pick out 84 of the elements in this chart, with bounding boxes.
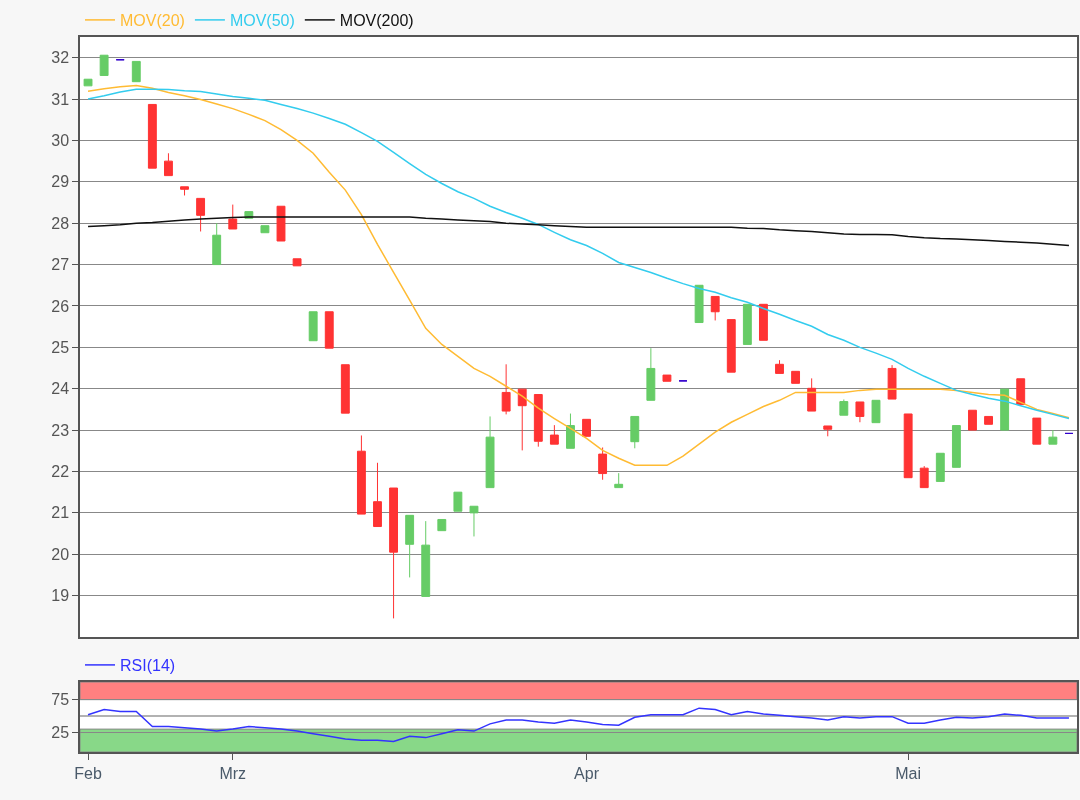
candlestick: [614, 472, 624, 489]
y-tick-label: 30: [51, 132, 70, 150]
candlestick: [887, 364, 897, 400]
candlestick: [356, 434, 366, 515]
candlestick: [324, 311, 334, 349]
candlestick: [968, 409, 977, 431]
candlestick: [1032, 417, 1042, 445]
candlestick: [373, 462, 382, 528]
y-tick-label: 75: [51, 691, 70, 709]
line-series: [87, 216, 1070, 247]
y-tick-label: 32: [51, 49, 70, 67]
candlestick: [196, 197, 206, 232]
y-tick-label: 24: [51, 380, 70, 398]
candlestick: [131, 60, 141, 83]
candlestick: [83, 78, 93, 87]
y-tick-label: 29: [51, 173, 70, 191]
candlestick: [501, 363, 511, 415]
candlestick: [180, 186, 189, 196]
candlestick: [549, 424, 559, 445]
x-tick-label: Mai: [895, 764, 922, 782]
candlestick: [630, 415, 640, 449]
legend-label: MOV(200): [339, 12, 414, 30]
candlestick: [437, 518, 447, 532]
candlestick: [1048, 429, 1058, 445]
legend-label: MOV(20): [120, 12, 185, 30]
candlestick: [1016, 378, 1026, 405]
y-tick-label: 19: [51, 587, 70, 605]
candlestick: [147, 103, 157, 169]
legend-label: RSI(14): [120, 657, 176, 675]
candlestick: [533, 394, 543, 448]
candlestick: [807, 377, 817, 412]
candlestick: [212, 222, 222, 266]
candlestick: [839, 398, 849, 416]
line-series: [87, 707, 1070, 743]
y-tick-label: 28: [51, 214, 70, 232]
candlestick: [871, 399, 881, 424]
candlestick: [566, 413, 575, 449]
y-tick-label: 23: [51, 421, 70, 439]
candlestick: [517, 388, 527, 451]
candlestick: [984, 415, 993, 425]
y-tick-label: 20: [51, 545, 70, 563]
candlestick: [421, 520, 431, 597]
candlestick: [276, 205, 286, 242]
y-tick-label: 26: [51, 297, 70, 315]
candlestick: [662, 374, 672, 382]
candlestick: [260, 225, 270, 234]
y-tick-label: 25: [51, 723, 70, 741]
candlestick: [903, 413, 913, 479]
candlestick: [775, 359, 784, 374]
x-tick-label: Mrz: [219, 764, 247, 782]
y-tick-label: 25: [51, 338, 70, 356]
candlestick: [791, 370, 801, 384]
candlestick: [951, 425, 961, 468]
candlestick: [646, 347, 656, 401]
candlestick: [919, 465, 929, 489]
candlestick: [99, 54, 109, 76]
y-tick-label: 21: [51, 504, 70, 522]
x-tick-label: Apr: [574, 764, 600, 782]
candlestick: [405, 514, 415, 578]
candlestick: [935, 452, 945, 482]
candlestick: [308, 311, 318, 342]
candlestick: [164, 152, 173, 177]
candlestick: [694, 284, 704, 324]
y-tick-label: 31: [51, 90, 70, 108]
candlestick: [758, 303, 768, 341]
y-tick-label: 22: [51, 463, 70, 481]
candlestick: [823, 425, 833, 437]
candlestick: [292, 258, 302, 267]
legend-label: MOV(50): [229, 12, 295, 30]
candlestick: [485, 415, 495, 489]
candlestick: [855, 401, 865, 423]
candlestick: [742, 303, 752, 345]
candlestick: [389, 487, 399, 619]
candlestick: [340, 364, 350, 414]
candlestick: [726, 319, 736, 373]
candlestick: [582, 418, 591, 437]
candlestick: [469, 505, 479, 537]
candlestick: [228, 204, 238, 230]
x-tick-label: Feb: [74, 764, 102, 782]
candlestick: [710, 295, 720, 321]
candlestick: [1000, 388, 1010, 431]
candlestick: [598, 446, 608, 481]
y-tick-label: 27: [51, 256, 70, 274]
candlestick: [453, 491, 463, 512]
